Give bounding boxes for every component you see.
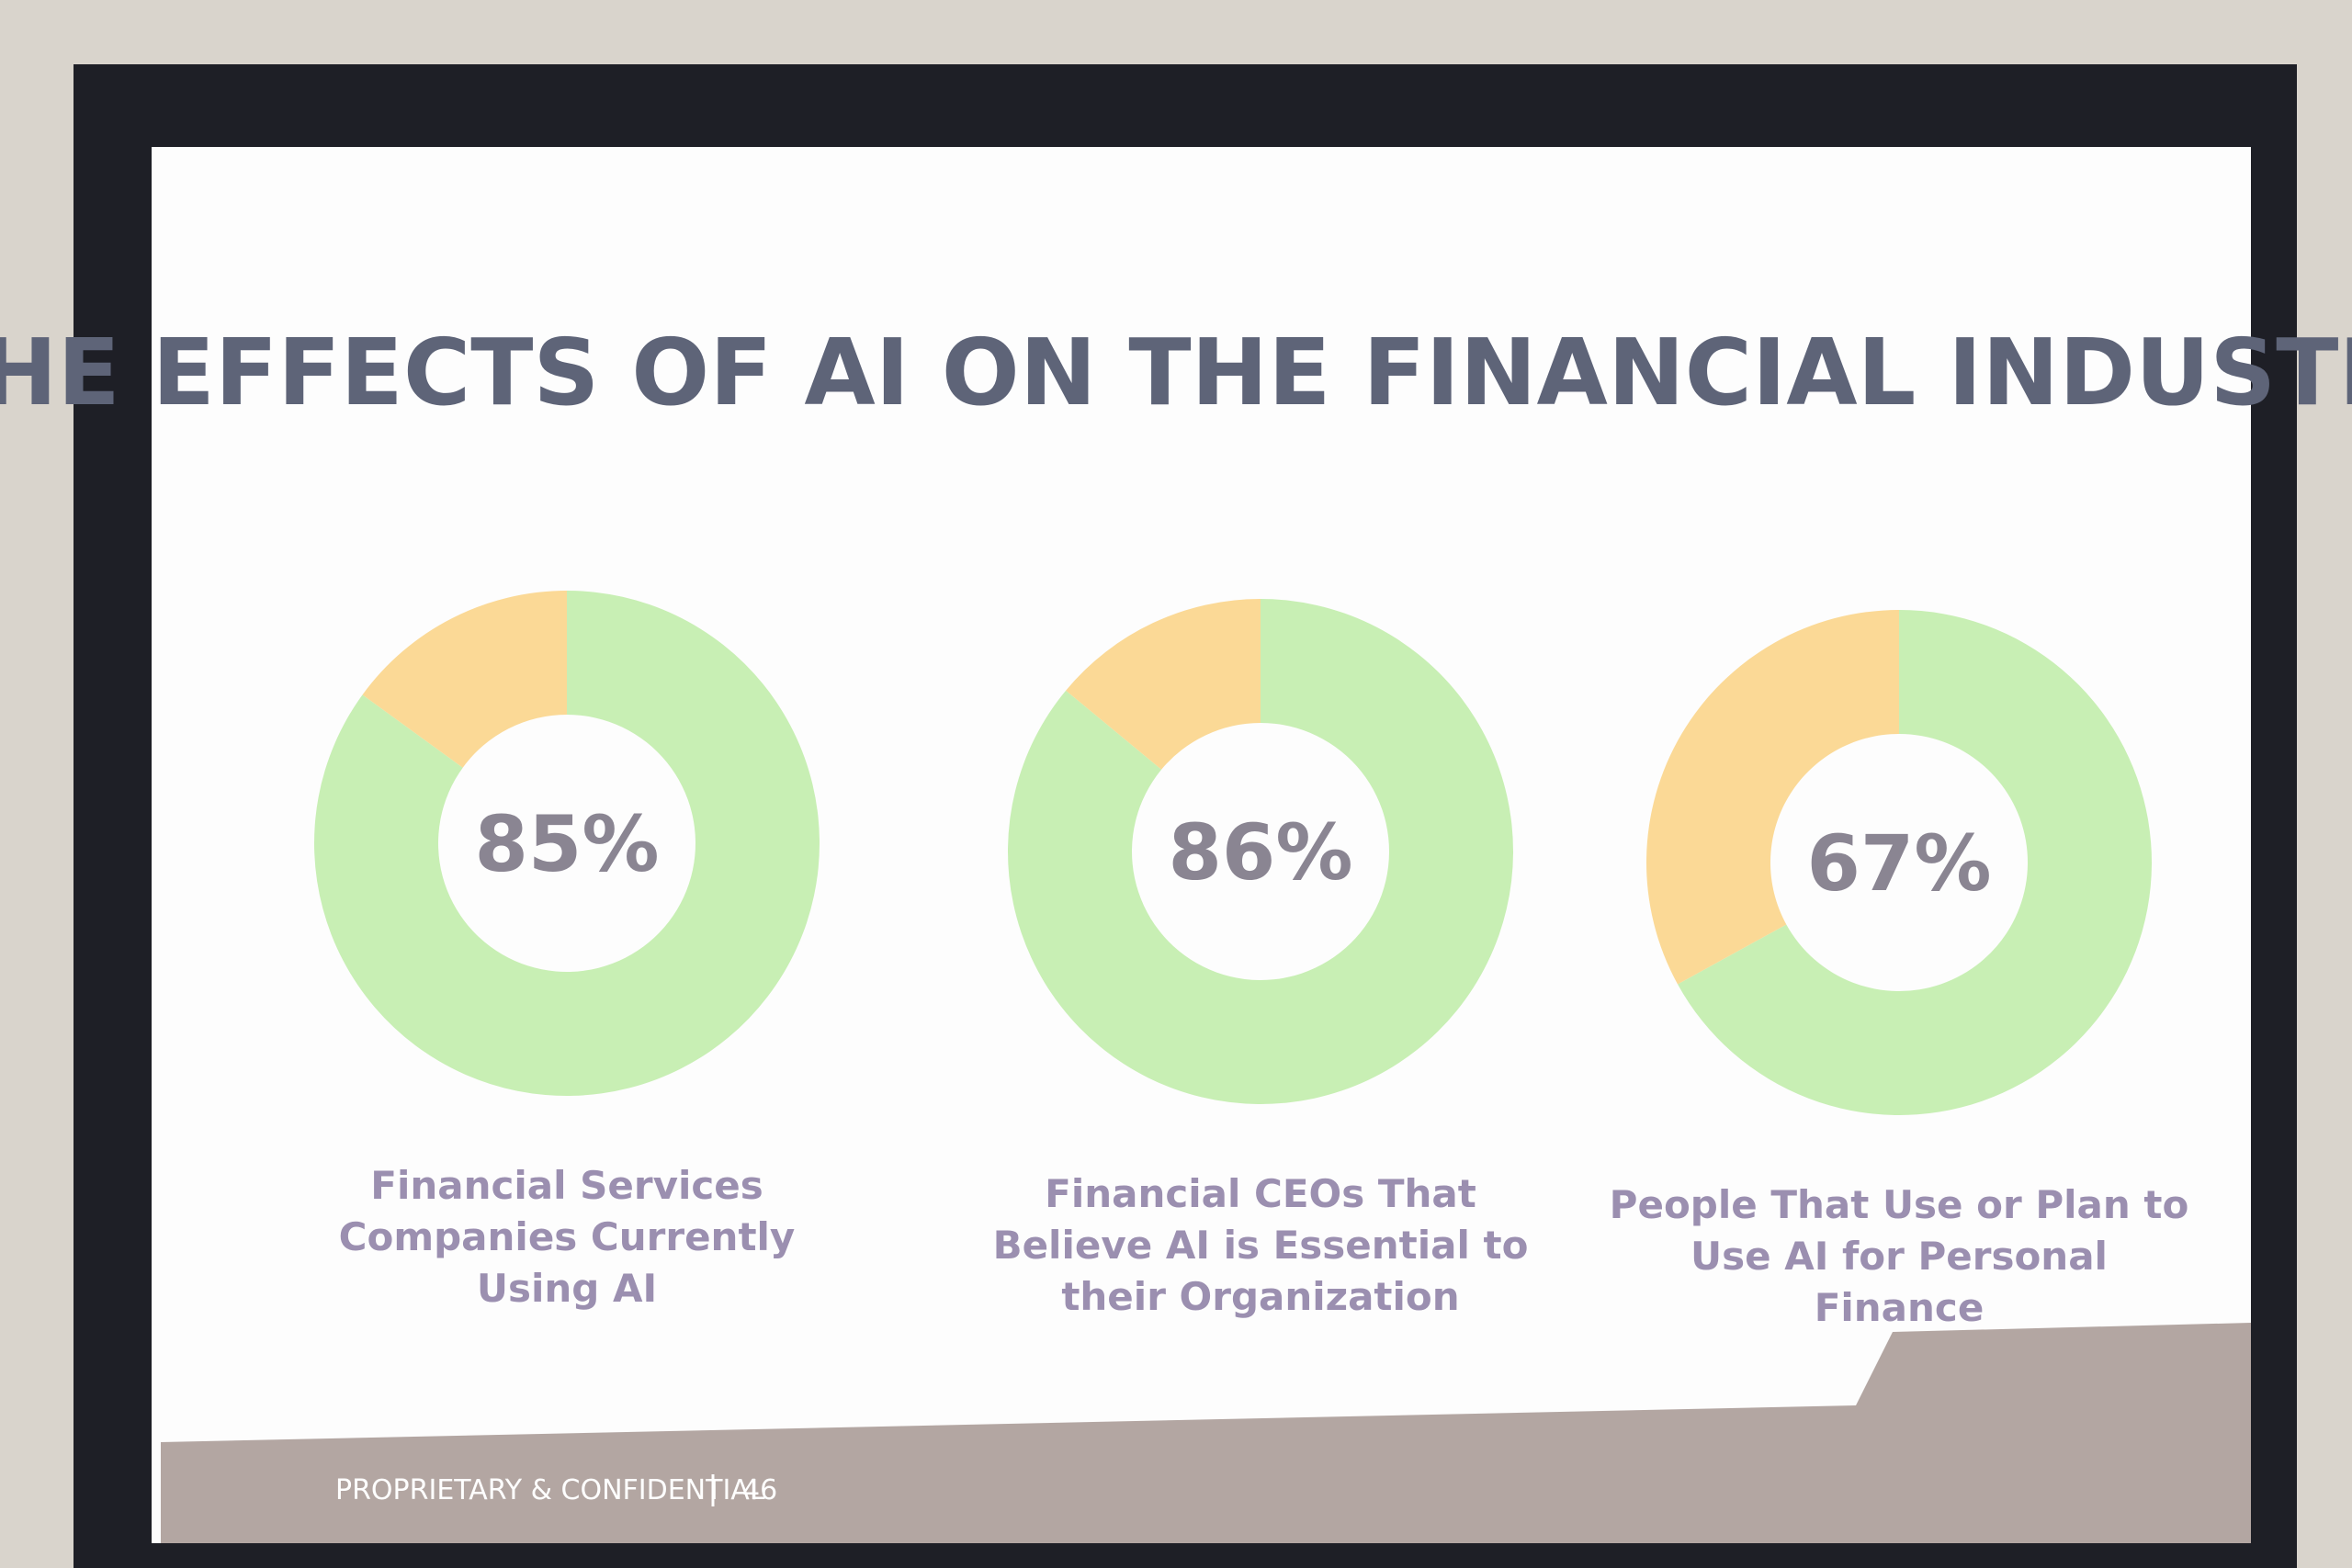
donut-segment (1645, 610, 1899, 985)
center-label: 85% (474, 799, 659, 889)
donut-segment (362, 591, 567, 768)
chart-caption: Financial Services Companies Currently U… (338, 1163, 796, 1311)
donut-segment (1066, 599, 1261, 770)
donut-segment (314, 591, 820, 1096)
chart-caption: People That Use or Plan to Use AI for Pe… (1609, 1182, 2189, 1330)
center-label: 86% (1168, 807, 1352, 897)
footer-text: PROPRIETARY & CONFIDENTIAL (335, 1474, 765, 1506)
chart-caption: Financial CEOs That Believe AI is Essent… (992, 1171, 1529, 1319)
donut-segment (1007, 599, 1513, 1104)
footer-band (161, 1323, 2251, 1543)
slide-title: THE EFFECTS OF AI ON THE FINANCIAL INDUS… (0, 319, 2352, 426)
center-label: 67% (1806, 818, 1991, 908)
page-number: 46 (742, 1474, 777, 1506)
donut-segment (1678, 610, 2152, 1115)
slide (152, 147, 2251, 1543)
